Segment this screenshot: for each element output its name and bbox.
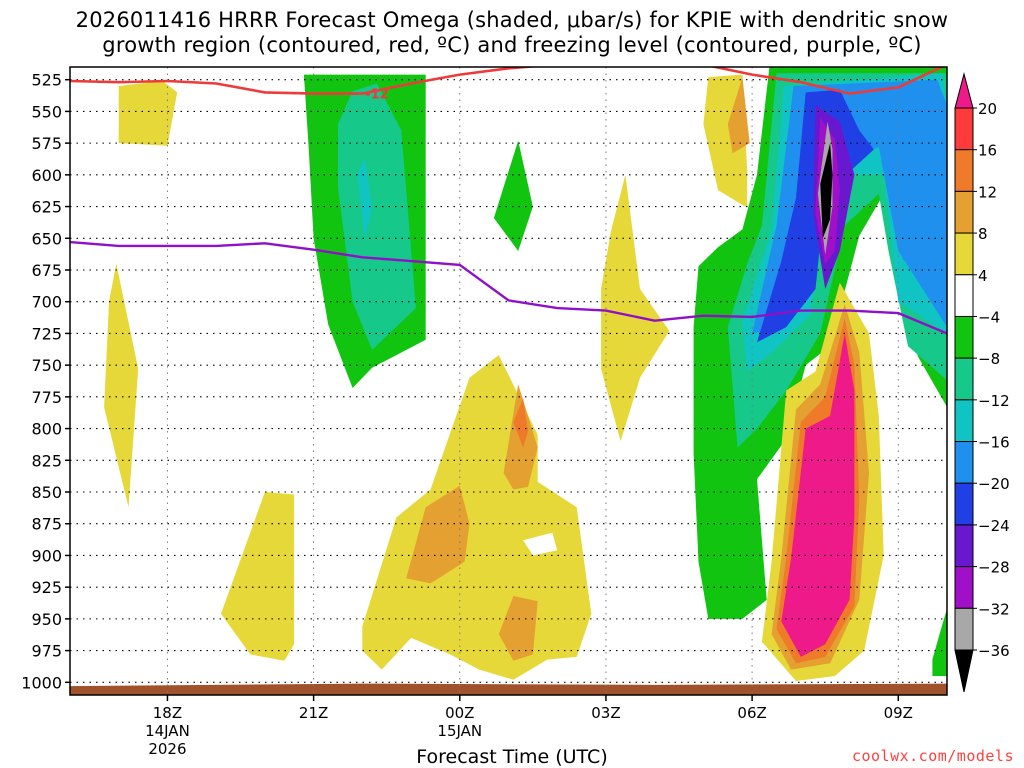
y-tick-label-550: 550 xyxy=(31,102,62,121)
omega-region-7 xyxy=(513,398,528,448)
y-tick-label-850: 850 xyxy=(31,483,62,502)
omega-region-8 xyxy=(523,532,558,556)
x-tick-date-18Z: 14JAN xyxy=(145,722,190,740)
omega-region-30 xyxy=(781,333,855,657)
colorbar-arrow-top xyxy=(954,72,974,109)
x-tick-label-03Z: 03Z xyxy=(591,704,620,722)
y-tick-label-1000: 1000 xyxy=(21,673,62,692)
dgz-contour-label: -12 xyxy=(365,88,389,103)
colorbar-arrow-bottom xyxy=(954,649,974,693)
colorbar-band-8 xyxy=(954,441,974,484)
colorbar-label-5: −4 xyxy=(978,308,1000,326)
colorbar-band-9 xyxy=(954,482,974,526)
omega-region-6 xyxy=(498,596,538,661)
x-tick-label-06Z: 06Z xyxy=(737,704,766,722)
omega-region-15 xyxy=(493,140,533,251)
colorbar-label-6: −8 xyxy=(978,350,1000,368)
omega-region-11 xyxy=(727,77,750,154)
y-tick-label-900: 900 xyxy=(31,546,62,565)
colorbar-band-7 xyxy=(954,399,974,443)
y-tick-label-800: 800 xyxy=(31,420,62,439)
y-tick-label-625: 625 xyxy=(31,198,62,217)
x-axis-title: Forecast Time (UTC) xyxy=(416,746,608,768)
omega-region-26 xyxy=(932,608,947,676)
y-tick-label-775: 775 xyxy=(31,388,62,407)
colorbar-label-3: 8 xyxy=(978,225,988,243)
colorbar-band-12 xyxy=(954,607,974,651)
chart-title-line-2: growth region (contoured, red, ºC) and f… xyxy=(102,33,922,57)
y-tick-label-875: 875 xyxy=(31,515,62,534)
colorbar-label-7: −12 xyxy=(978,392,1010,410)
y-tick-label-925: 925 xyxy=(31,578,62,597)
colorbar-band-3 xyxy=(954,232,974,276)
omega-region-13 xyxy=(338,83,416,350)
colorbar-band-2 xyxy=(954,190,974,234)
y-tick-label-575: 575 xyxy=(31,134,62,153)
y-tick-label-650: 650 xyxy=(31,229,62,248)
colorbar-label-13: −36 xyxy=(978,642,1010,660)
omega-region-0 xyxy=(118,81,178,146)
plot-frame xyxy=(69,66,948,696)
y-tick-label-825: 825 xyxy=(31,451,62,470)
omega-region-2 xyxy=(221,492,295,661)
colorbar-label-10: −24 xyxy=(978,517,1010,535)
dgz-contour-line xyxy=(70,67,945,95)
colorbar-band-6 xyxy=(954,357,974,401)
omega-region-21 xyxy=(893,190,913,262)
omega-region-3 xyxy=(362,355,592,680)
omega-region-14 xyxy=(357,158,373,240)
surface-terrain xyxy=(70,683,947,695)
y-tick-label-975: 975 xyxy=(31,642,62,661)
omega-region-4 xyxy=(406,485,470,584)
freezing-level-line xyxy=(70,240,947,335)
site-credit: coolwx.com/models xyxy=(851,747,1014,765)
x-tick-label-00Z: 00Z xyxy=(445,704,474,722)
colorbar-label-2: 12 xyxy=(978,183,997,201)
y-tick-label-725: 725 xyxy=(31,324,62,343)
y-tick-label-600: 600 xyxy=(31,166,62,185)
y-tick-label-750: 750 xyxy=(31,356,62,375)
colorbar-label-11: −28 xyxy=(978,559,1010,577)
x-tick-year-18Z: 2026 xyxy=(148,740,186,758)
colorbar-label-1: 16 xyxy=(978,142,997,160)
omega-region-1 xyxy=(104,263,139,508)
x-tick-date-00Z: 15JAN xyxy=(437,722,482,740)
colorbar-band-5 xyxy=(954,315,974,359)
colorbar-band-0 xyxy=(954,107,974,151)
colorbar-band-1 xyxy=(954,149,974,192)
y-tick-label-950: 950 xyxy=(31,610,62,629)
colorbar-band-10 xyxy=(954,524,974,568)
x-tick-label-09Z: 09Z xyxy=(884,704,913,722)
x-tick-label-21Z: 21Z xyxy=(299,704,328,722)
colorbar-label-0: 20 xyxy=(978,100,997,118)
colorbar-label-8: −16 xyxy=(978,434,1010,452)
omega-region-25 xyxy=(820,143,833,239)
y-tick-label-525: 525 xyxy=(31,71,62,90)
chart-title-line-1: 2026011416 HRRR Forecast Omega (shaded, … xyxy=(75,8,949,32)
colorbar-label-4: 4 xyxy=(978,267,988,285)
colorbar-label-9: −20 xyxy=(978,475,1010,493)
y-tick-label-700: 700 xyxy=(31,293,62,312)
colorbar-band-4 xyxy=(954,274,974,317)
colorbar-label-12: −32 xyxy=(978,600,1010,618)
y-tick-label-675: 675 xyxy=(31,261,62,280)
omega-region-9 xyxy=(601,174,670,442)
colorbar-band-11 xyxy=(954,566,974,609)
x-tick-label-18Z: 18Z xyxy=(153,704,182,722)
omega-region-16 xyxy=(693,67,947,619)
